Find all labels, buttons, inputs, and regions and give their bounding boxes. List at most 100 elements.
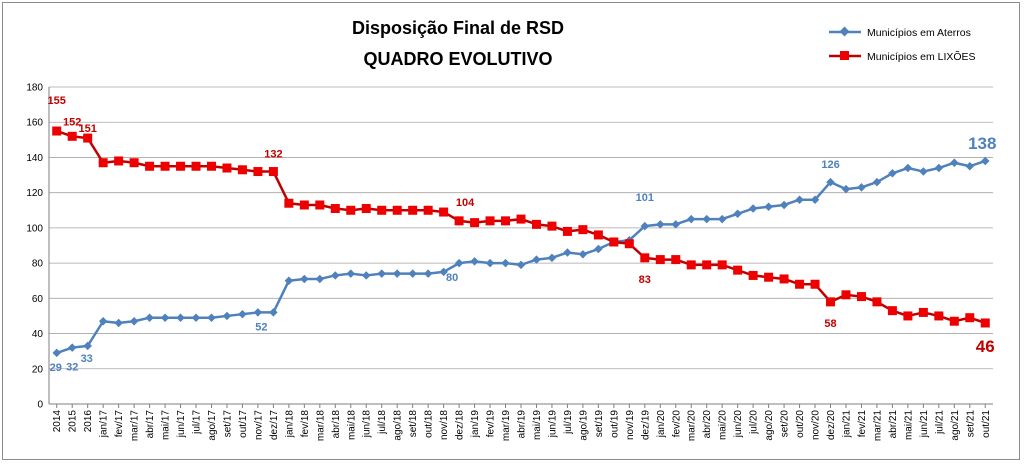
data-point xyxy=(485,258,495,268)
x-tick-label: jul/21 xyxy=(934,410,945,435)
x-tick-label: 2016 xyxy=(83,410,94,433)
data-point xyxy=(903,163,913,173)
data-point xyxy=(222,163,232,173)
data-point xyxy=(377,269,386,278)
x-tick-label: abr/17 xyxy=(145,410,156,439)
x-tick-label: set/17 xyxy=(222,410,233,438)
data-point xyxy=(129,316,139,326)
x-tick-label: mar/17 xyxy=(130,410,141,442)
data-point xyxy=(717,260,727,270)
data-point xyxy=(702,214,711,224)
data-point xyxy=(795,195,804,204)
data-label: 33 xyxy=(81,353,93,365)
data-point xyxy=(206,161,216,171)
data-label: 132 xyxy=(264,149,282,161)
data-point xyxy=(362,271,371,280)
x-tick-label: 2015 xyxy=(68,410,79,433)
data-point xyxy=(702,260,712,270)
data-point xyxy=(841,184,851,194)
x-tick-label: out/17 xyxy=(238,410,249,438)
x-tick-label: jul/20 xyxy=(749,410,760,435)
x-tick-label: abr/21 xyxy=(888,410,899,439)
x-tick-label: mar/21 xyxy=(872,410,883,442)
x-tick-label: 2014 xyxy=(52,410,63,433)
x-tick-label: set/18 xyxy=(408,410,419,438)
data-point xyxy=(919,167,928,176)
x-tick-label: jul/17 xyxy=(192,410,203,435)
x-tick-label: jan/20 xyxy=(656,410,667,439)
data-point xyxy=(532,255,541,264)
data-point xyxy=(237,165,247,175)
data-point xyxy=(857,183,866,192)
x-tick-label: ago/17 xyxy=(207,410,218,441)
data-point xyxy=(578,225,588,235)
legend-item-aterros: Municípios em Aterros xyxy=(829,26,971,39)
data-point xyxy=(52,126,62,136)
legend-label-lixoes: Municípios em LIXÕES xyxy=(867,50,976,63)
data-point xyxy=(640,253,650,263)
x-tick-label: mar/20 xyxy=(687,410,698,442)
data-label: 104 xyxy=(456,197,475,209)
data-point xyxy=(253,167,263,177)
data-point xyxy=(965,162,975,171)
data-point xyxy=(949,316,959,326)
data-point xyxy=(176,161,186,171)
data-label: 138 xyxy=(968,134,996,153)
data-label: 80 xyxy=(446,272,458,284)
data-point xyxy=(516,260,526,270)
data-point xyxy=(547,253,557,263)
data-point xyxy=(439,207,449,217)
data-point xyxy=(733,265,743,275)
data-point xyxy=(795,279,805,289)
data-point xyxy=(671,255,681,265)
x-tick-label: fev/18 xyxy=(300,410,311,438)
data-point xyxy=(470,218,480,228)
data-label: 83 xyxy=(639,274,651,286)
data-point xyxy=(145,313,154,322)
data-point xyxy=(238,309,247,319)
x-tick-label: ago/19 xyxy=(578,410,589,441)
x-tick-label: set/21 xyxy=(965,410,976,438)
x-tick-label: ago/18 xyxy=(393,410,404,441)
x-tick-label: jun/17 xyxy=(176,410,187,439)
data-point xyxy=(83,341,92,351)
x-tick-label: jul/19 xyxy=(563,410,574,435)
data-point xyxy=(300,274,309,284)
data-point xyxy=(361,204,371,214)
data-point xyxy=(748,270,758,280)
data-point xyxy=(392,269,402,278)
data-point xyxy=(779,200,789,210)
x-tick-label: set/19 xyxy=(594,410,605,438)
data-label: 29 xyxy=(50,362,62,374)
y-tick-label: 40 xyxy=(32,329,44,340)
data-point xyxy=(686,214,696,224)
x-tick-label: out/21 xyxy=(981,410,992,438)
x-tick-label: nov/20 xyxy=(811,410,822,440)
x-tick-label: abr/19 xyxy=(517,410,528,439)
legend: Municípios em Aterros Municípios em LIXÕ… xyxy=(829,26,976,63)
legend-item-lixoes: Municípios em LIXÕES xyxy=(829,50,976,63)
data-point xyxy=(918,307,928,317)
data-point xyxy=(887,306,897,316)
x-tick-label: abr/20 xyxy=(702,410,713,439)
x-tick-label: dez/18 xyxy=(455,410,466,440)
data-point xyxy=(331,271,340,280)
data-point xyxy=(377,205,387,215)
x-tick-label: ago/21 xyxy=(950,410,961,441)
data-point xyxy=(872,297,882,307)
data-point xyxy=(284,276,294,285)
data-point xyxy=(114,318,123,328)
x-tick-label: mai/18 xyxy=(346,410,357,440)
x-tick-label: set/20 xyxy=(780,410,791,438)
data-point xyxy=(191,313,201,322)
data-point xyxy=(655,255,665,265)
x-tick-label: jan/19 xyxy=(470,410,481,439)
x-tick-label: out/19 xyxy=(609,410,620,438)
x-tick-label: nov/17 xyxy=(253,410,264,440)
x-tick-label: jun/21 xyxy=(919,410,930,439)
data-point xyxy=(594,244,603,254)
y-tick-label: 60 xyxy=(32,294,44,305)
data-point xyxy=(501,216,511,226)
series-lixoes xyxy=(52,126,990,328)
data-point xyxy=(145,161,155,171)
